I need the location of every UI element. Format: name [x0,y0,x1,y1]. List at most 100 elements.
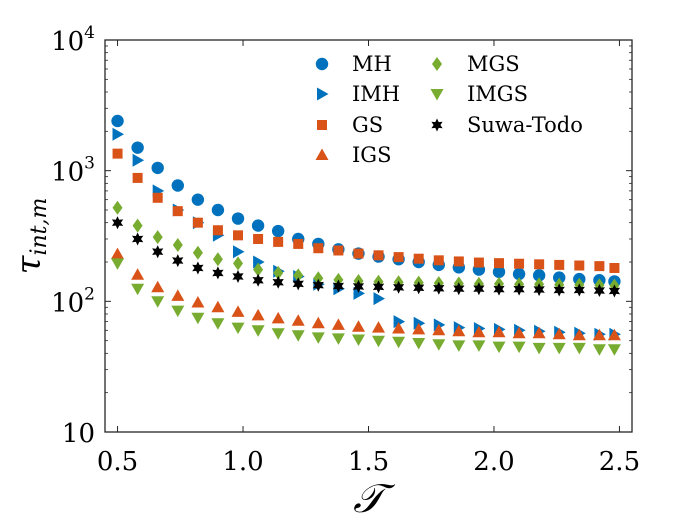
series-suwa-todo [111,216,621,298]
y-tick-label: 103 [51,154,95,188]
data-point [191,312,205,325]
legend-label: MGS [467,52,520,76]
data-point [232,270,244,283]
data-point [211,318,225,330]
data-point [514,258,525,269]
data-point [513,282,525,296]
data-point [151,296,165,308]
data-point [191,296,205,308]
data-point [573,283,585,297]
data-point [252,273,264,287]
data-point [312,278,324,292]
data-point [492,325,506,338]
data-point [372,280,385,294]
legend-entry-mgs: MGS [432,52,520,76]
legend-label: GS [352,113,383,137]
data-point [112,200,123,215]
data-point [151,161,164,175]
data-point [233,256,243,271]
legend-entry-imgs: IMGS [430,82,528,106]
data-point [172,206,183,217]
legend-entry-suwa-todo: Suwa-Todo [431,113,583,137]
series-imgs [111,258,621,356]
data-point [413,316,426,330]
data-point [111,114,124,128]
y-tick-label: 10 [62,419,95,449]
data-point [231,305,245,317]
data-point [353,248,364,259]
data-point [313,271,324,286]
data-point [253,262,264,277]
data-point [293,238,304,249]
data-point [472,340,486,352]
x-tick-label: 1.0 [222,447,263,477]
data-point [413,281,425,295]
data-point [412,338,426,350]
data-point [273,236,284,247]
data-point [492,265,506,279]
data-point [373,292,385,306]
data-point [554,259,565,270]
data-point [352,279,365,293]
x-tick-label: 2.0 [473,447,514,477]
data-point [493,282,505,296]
legend-label: MH [352,52,392,76]
data-point [171,179,184,192]
data-point [332,279,344,293]
data-point [253,233,264,244]
data-point [608,284,621,298]
data-point [311,316,325,329]
data-point [132,172,143,183]
data-point [453,282,465,296]
data-point [152,192,163,203]
legend-entry-igs: IGS [315,143,391,167]
y-tick-exponent: 3 [84,154,95,174]
data-point [291,314,305,326]
data-point [593,284,605,297]
y-tick-label: 102 [51,284,95,318]
data-point [607,344,621,356]
y-tick-base: 10 [51,288,84,318]
data-point [533,283,545,297]
x-tick-label: 0.5 [97,447,138,477]
data-point [251,219,265,232]
data-point [253,255,265,269]
data-point [192,245,203,260]
data-point [192,217,203,228]
data-point [111,258,124,270]
plot-area [104,39,633,433]
legend-entry-imh: IMH [317,82,400,106]
data-point [412,322,426,335]
data-point [151,280,165,293]
data-point [132,218,143,233]
data-point [372,321,385,333]
data-point [292,277,304,291]
legend-label: IMH [352,82,400,106]
data-point [172,238,183,252]
legend-label: Suwa-Todo [467,113,583,137]
data-point [212,252,223,267]
data-point [553,271,566,284]
data-point [211,203,225,217]
data-point [132,153,145,167]
series-gs [112,148,620,273]
data-point [393,252,404,263]
data-point [231,322,245,335]
data-point [231,212,245,225]
data-point [111,216,124,230]
data-point [271,311,285,324]
data-point [592,328,606,341]
y-tick-base: 10 [51,158,84,188]
data-point [572,328,586,341]
data-point [353,286,365,300]
data-point [273,265,284,280]
y-tick-base: 10 [51,27,84,57]
data-point [552,342,566,355]
data-point [432,339,446,351]
data-point [594,261,605,272]
data-point [432,323,446,336]
legend-marker [431,118,443,132]
data-point [392,336,406,349]
y-axis-label-subscript: int,m [27,198,52,256]
